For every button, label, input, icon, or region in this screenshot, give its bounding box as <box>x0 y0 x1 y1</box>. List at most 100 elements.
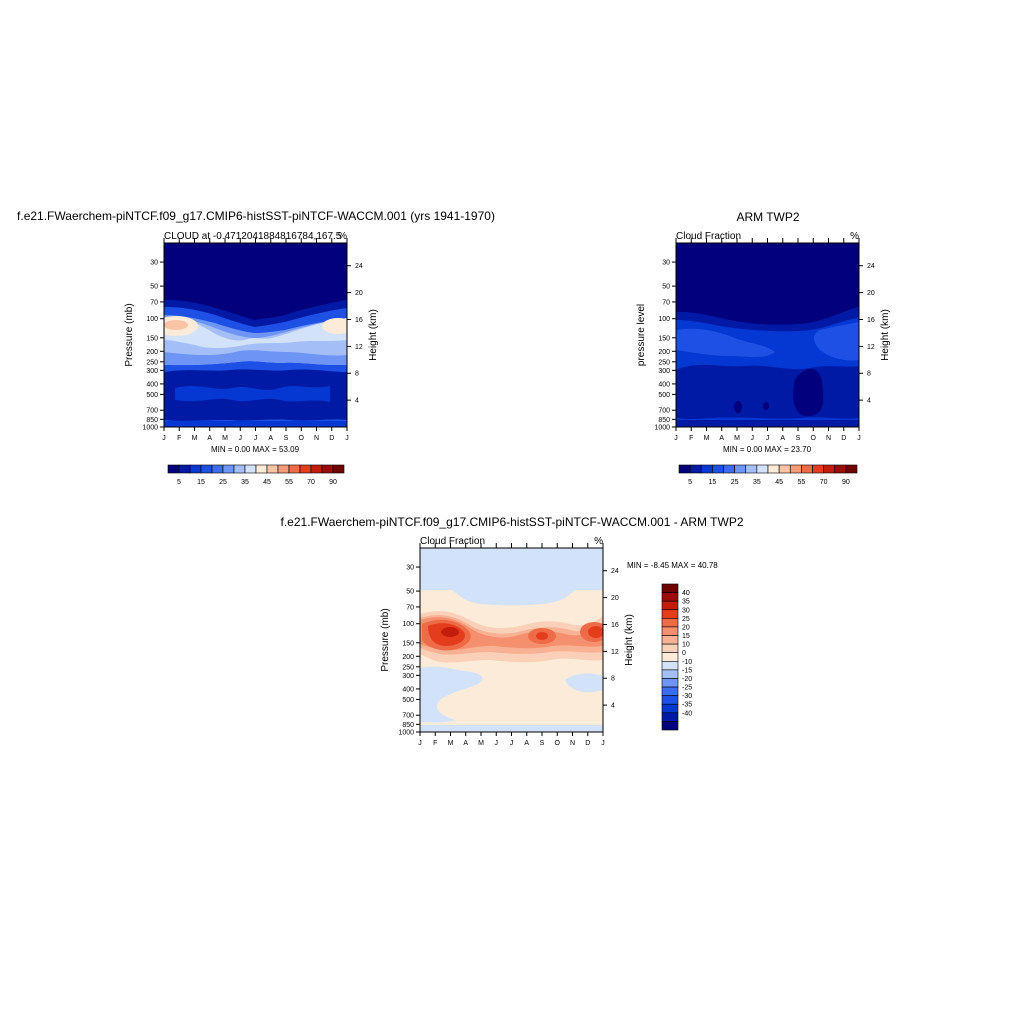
y-tick-label: 850 <box>658 417 670 424</box>
x-tick-label: A <box>780 435 785 442</box>
y-right-tick-label: 24 <box>355 263 363 270</box>
x-tick-label: J <box>674 435 678 442</box>
y-tick-label: 1000 <box>654 425 670 432</box>
colorbar-label: -15 <box>682 667 692 674</box>
contour-obs-patch-2 <box>814 322 859 361</box>
panel-diff-ylabel: Pressure (mb) <box>380 608 391 671</box>
panel-diff: f.e21.FWaerchem-piNTCF.f09_g17.CMIP6-his… <box>281 515 744 747</box>
colorbar-swatch <box>661 669 679 679</box>
y-tick-label: 250 <box>146 359 158 366</box>
y-tick-label: 200 <box>402 654 414 661</box>
y-tick-label: 300 <box>658 368 670 375</box>
x-tick-label: F <box>177 435 181 442</box>
colorbar-swatch <box>661 592 679 602</box>
panel-obs-title: ARM TWP2 <box>736 210 799 224</box>
y-tick-label: 300 <box>146 368 158 375</box>
x-tick-label: O <box>299 435 305 442</box>
panel-obs-units: % <box>850 231 859 242</box>
y-tick-label: 500 <box>402 697 414 704</box>
x-tick-label: J <box>418 740 422 747</box>
colorbar-swatch <box>689 464 702 474</box>
panel-diff-subtitle: Cloud Fraction <box>420 536 485 547</box>
colorbar-swatch <box>661 695 679 705</box>
x-tick-label: J <box>857 435 861 442</box>
colorbar-label: 35 <box>753 479 761 486</box>
colorbar-label: -20 <box>682 676 692 683</box>
y-tick-label: 200 <box>146 349 158 356</box>
y-tick-label: 400 <box>658 381 670 388</box>
colorbar-swatch <box>266 464 279 474</box>
colorbar-label: -35 <box>682 702 692 709</box>
y-right-tick-label: 8 <box>355 371 359 378</box>
colorbar-label: 30 <box>682 607 690 614</box>
colorbar-swatch <box>756 464 769 474</box>
y-tick-label: 850 <box>402 722 414 729</box>
plot-area-diff <box>420 548 603 732</box>
plot-area-obs <box>676 243 859 427</box>
colorbar-label: -40 <box>682 710 692 717</box>
colorbar-label: -30 <box>682 693 692 700</box>
contour-diff-peak-sep-core <box>536 632 548 640</box>
colorbar-swatch <box>222 464 235 474</box>
colorbar-label: 45 <box>263 479 271 486</box>
contour-diff-peak-dec-core <box>588 626 603 638</box>
y-tick-label: 850 <box>146 417 158 424</box>
y-right-tick-label: 12 <box>355 344 363 351</box>
colorbar-label: 70 <box>820 479 828 486</box>
y-tick-label: 700 <box>658 408 670 415</box>
contour-obs-min-3 <box>763 402 769 410</box>
contour-obs-min <box>793 368 824 417</box>
x-tick-label: D <box>329 435 334 442</box>
colorbar-label: 0 <box>682 650 686 657</box>
contour-lower-3 <box>175 386 330 402</box>
x-tick-label: S <box>796 435 801 442</box>
colorbar-swatch <box>789 464 802 474</box>
panel-model-title: f.e21.FWaerchem-piNTCF.f09_g17.CMIP6-his… <box>17 209 495 223</box>
contour-obs-upper <box>676 243 859 325</box>
y-right-tick-label: 8 <box>611 676 615 683</box>
contour-low-upper <box>164 243 347 320</box>
x-tick-label: F <box>433 740 437 747</box>
y-tick-label: 30 <box>150 260 158 267</box>
plot-area-model <box>164 243 347 427</box>
colorbar-swatch <box>661 721 679 731</box>
y-tick-label: 50 <box>406 589 414 596</box>
y-right-tick-label: 16 <box>611 622 619 629</box>
colorbar-label: 25 <box>731 479 739 486</box>
panel-obs-minmax: MIN = 0.00 MAX = 23.70 <box>723 445 812 454</box>
y-tick-label: 70 <box>406 604 414 611</box>
colorbar-label: 90 <box>842 479 850 486</box>
colorbar-swatch <box>299 464 312 474</box>
colorbar-swatch <box>661 609 679 619</box>
y-tick-label: 250 <box>658 359 670 366</box>
colorbar-swatch <box>255 464 268 474</box>
colorbar-swatch <box>277 464 290 474</box>
x-tick-label: A <box>463 740 468 747</box>
colorbar-label: 20 <box>682 624 690 631</box>
y-right-tick-label: 24 <box>611 568 619 575</box>
x-tick-label: N <box>314 435 319 442</box>
colorbar-label: 35 <box>682 599 690 606</box>
y-tick-label: 100 <box>658 316 670 323</box>
y-right-tick-label: 24 <box>867 263 875 270</box>
y-tick-label: 300 <box>402 673 414 680</box>
colorbar-swatch <box>189 464 202 474</box>
y-right-tick-label: 16 <box>355 317 363 324</box>
colorbar-swatch <box>233 464 246 474</box>
colorbar-label: 70 <box>307 479 315 486</box>
colorbar-swatch <box>661 712 679 722</box>
x-tick-label: N <box>826 435 831 442</box>
colorbar-swatch <box>661 678 679 688</box>
x-tick-label: J <box>601 740 605 747</box>
colorbar-swatch <box>661 703 679 714</box>
axes-diff: J F M A M J J A S O N D J 30 50 70 100 150 200 250 300 400 500… <box>398 543 619 747</box>
colorbar-swatch <box>321 464 334 474</box>
panel-diff-ylabel-right: Height (km) <box>624 614 635 666</box>
x-tick-label: O <box>555 740 561 747</box>
x-tick-label: O <box>811 435 817 442</box>
y-tick-label: 400 <box>402 686 414 693</box>
x-tick-label: J <box>345 435 349 442</box>
colorbar-label: -25 <box>682 685 692 692</box>
panel-model-units: % <box>338 231 347 242</box>
